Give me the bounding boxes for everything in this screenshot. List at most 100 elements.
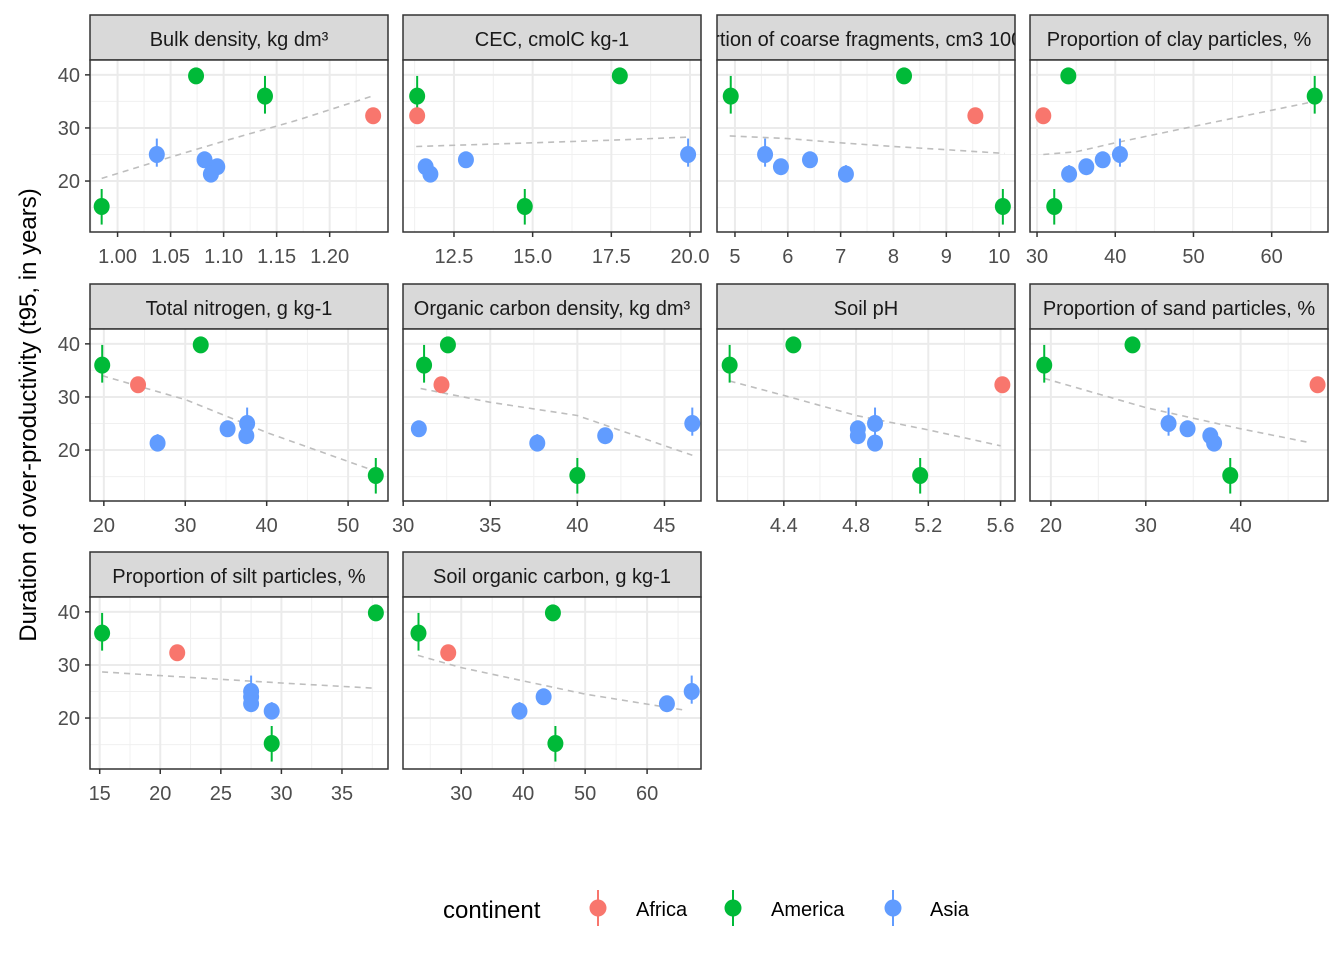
data-point-asia bbox=[684, 414, 701, 432]
x-tick-label: 35 bbox=[331, 783, 353, 805]
data-point-america bbox=[410, 624, 427, 642]
panel-background bbox=[1030, 329, 1328, 501]
data-point-asia bbox=[422, 165, 439, 183]
legend-point-glyph bbox=[884, 899, 902, 917]
y-tick-label: 20 bbox=[58, 171, 80, 193]
data-point-america bbox=[192, 336, 209, 354]
x-tick-label: 45 bbox=[653, 515, 675, 537]
panel-background bbox=[90, 60, 388, 232]
data-point-asia bbox=[849, 427, 866, 445]
data-point-africa bbox=[967, 107, 984, 125]
panel-border bbox=[1029, 328, 1329, 502]
facet-strip bbox=[716, 14, 1016, 61]
panel-border bbox=[402, 328, 702, 502]
y-tick-label: 40 bbox=[58, 602, 80, 624]
data-point-asia bbox=[457, 151, 474, 169]
data-point-america bbox=[547, 735, 564, 753]
x-tick-label: 40 bbox=[1230, 515, 1252, 537]
legend-label: Asia bbox=[930, 899, 970, 921]
data-point-africa bbox=[994, 376, 1011, 394]
facet-strip bbox=[402, 283, 702, 330]
facet-strip-title: Total nitrogen, g kg-1 bbox=[146, 298, 333, 320]
x-tick-label: 10 bbox=[988, 246, 1010, 268]
legend-label: America bbox=[771, 899, 845, 921]
facet-strip bbox=[402, 551, 702, 598]
facet-strip bbox=[402, 14, 702, 61]
data-point-america bbox=[1306, 87, 1323, 105]
gridlines bbox=[717, 60, 1015, 232]
data-point-asia bbox=[239, 414, 256, 432]
x-tick-label: 1.05 bbox=[151, 246, 190, 268]
x-tick-label: 20 bbox=[93, 515, 115, 537]
facet-panel: Soil pH 4.4 4.8 5.2 5.6 bbox=[716, 283, 1016, 537]
facet-panel: Total nitrogen, g kg-1 20 30 40 50 20 30 40 bbox=[58, 283, 389, 537]
facet-strip-title: Proportion of coarse fragments, cm3 100 … bbox=[660, 29, 1072, 51]
data-point-america bbox=[93, 198, 110, 216]
data-point-africa bbox=[130, 376, 147, 394]
facet-strip bbox=[89, 14, 389, 61]
facet-strip-title: Bulk density, kg dm³ bbox=[150, 29, 329, 51]
panel-border bbox=[402, 59, 702, 233]
x-tick-label: 60 bbox=[636, 783, 658, 805]
gridlines bbox=[403, 329, 701, 501]
facet-panels: Bulk density, kg dm³ 1.00 1.05 1.10 1.15 1.20… bbox=[58, 14, 1329, 805]
x-tick-label: 12.5 bbox=[435, 246, 474, 268]
x-tick-label: 40 bbox=[256, 515, 278, 537]
x-tick-label: 50 bbox=[1182, 246, 1204, 268]
data-point-asia bbox=[757, 145, 774, 163]
legend: continent Africa America Asia bbox=[443, 890, 970, 926]
x-tick-label: 5.2 bbox=[914, 515, 942, 537]
trend-line bbox=[416, 136, 691, 148]
x-tick-label: 1.00 bbox=[98, 246, 137, 268]
data-point-america bbox=[409, 87, 426, 105]
x-tick-label: 20 bbox=[1040, 515, 1062, 537]
panel-border bbox=[716, 59, 1016, 233]
data-point-america bbox=[263, 735, 280, 753]
x-tick-label: 1.20 bbox=[310, 246, 349, 268]
data-point-america bbox=[367, 467, 384, 485]
data-point-asia bbox=[535, 688, 552, 706]
data-point-africa bbox=[1309, 376, 1326, 394]
x-tick-label: 15 bbox=[89, 783, 111, 805]
data-point-america bbox=[1124, 336, 1141, 354]
data-point-asia bbox=[219, 420, 236, 438]
data-point-asia bbox=[1061, 165, 1078, 183]
facet-panel: Proportion of clay particles, % 30 40 50 60 bbox=[1026, 14, 1329, 268]
data-point-asia bbox=[263, 702, 280, 720]
trend-line bbox=[729, 135, 1005, 155]
data-point-america bbox=[785, 336, 802, 354]
data-point-asia bbox=[837, 165, 854, 183]
gridlines bbox=[1030, 329, 1328, 501]
panel-background bbox=[90, 597, 388, 769]
x-tick-label: 30 bbox=[270, 783, 292, 805]
panel-border bbox=[89, 596, 389, 770]
x-tick-label: 40 bbox=[1104, 246, 1126, 268]
data-point-america bbox=[721, 356, 738, 374]
facet-panel: Bulk density, kg dm³ 1.00 1.05 1.10 1.15 1.20… bbox=[58, 14, 389, 268]
x-tick-label: 35 bbox=[479, 515, 501, 537]
x-tick-label: 25 bbox=[210, 783, 232, 805]
facet-strip bbox=[89, 283, 389, 330]
data-point-asia bbox=[148, 145, 165, 163]
data-point-america bbox=[1036, 356, 1053, 374]
data-point-america bbox=[994, 198, 1011, 216]
facet-panel: Organic carbon density, kg dm³ 30 35 40 45 bbox=[392, 283, 702, 537]
data-point-america bbox=[1046, 198, 1063, 216]
data-point-america bbox=[722, 87, 739, 105]
data-point-asia bbox=[238, 427, 255, 445]
panel-background bbox=[1030, 60, 1328, 232]
data-point-asia bbox=[867, 434, 884, 452]
panel-border bbox=[1029, 59, 1329, 233]
data-point-africa bbox=[1035, 107, 1052, 125]
data-point-asia bbox=[1111, 145, 1128, 163]
x-tick-label: 1.15 bbox=[257, 246, 296, 268]
data-point-asia bbox=[1094, 151, 1111, 169]
data-point-america bbox=[256, 87, 273, 105]
data-point-asia bbox=[1160, 414, 1177, 432]
facet-strip-title: CEC, cmolC kg-1 bbox=[475, 29, 629, 51]
panel-border bbox=[402, 596, 702, 770]
y-tick-label: 20 bbox=[58, 708, 80, 730]
y-tick-label: 30 bbox=[58, 118, 80, 140]
x-tick-label: 30 bbox=[174, 515, 196, 537]
trend-line bbox=[101, 95, 373, 180]
